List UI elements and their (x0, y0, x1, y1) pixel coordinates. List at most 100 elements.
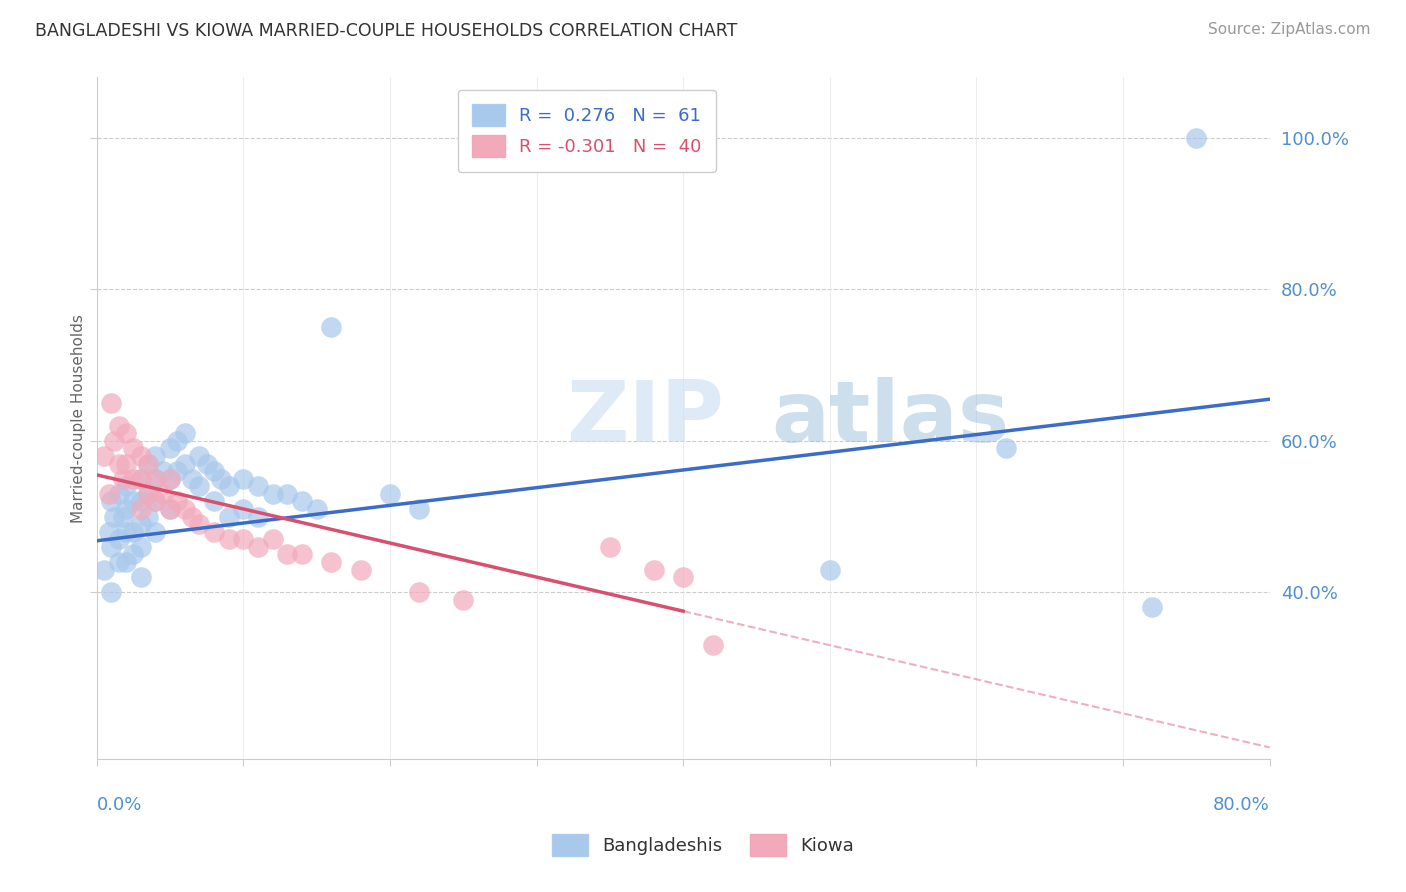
Point (166, 434, 188, 448)
Point (181, 509, 204, 524)
Point (321, 320, 343, 334)
Point (136, 487, 159, 501)
Point (100, 540, 122, 554)
Point (202, 524, 225, 539)
Point (173, 426, 195, 441)
Point (218, 533, 240, 547)
Legend: Bangladeshis, Kiowa: Bangladeshis, Kiowa (544, 827, 862, 863)
Point (408, 585, 430, 599)
Point (122, 442, 145, 456)
Point (599, 540, 621, 554)
Point (159, 472, 181, 486)
Point (672, 570, 695, 584)
Point (202, 494, 225, 508)
Point (152, 487, 174, 501)
Point (209, 472, 232, 486)
Point (93, 449, 115, 463)
Point (276, 548, 298, 562)
Point (218, 509, 240, 524)
Point (103, 434, 125, 448)
Y-axis label: Married-couple Households: Married-couple Households (72, 314, 86, 523)
Point (145, 524, 167, 539)
Point (115, 457, 138, 471)
Point (702, 638, 724, 652)
Text: ZIP: ZIP (567, 376, 724, 459)
Point (408, 502, 430, 516)
Point (122, 472, 145, 486)
Point (93, 562, 115, 576)
Point (107, 487, 129, 501)
Point (112, 509, 135, 524)
Point (107, 418, 129, 433)
Point (195, 457, 218, 471)
Point (129, 540, 152, 554)
Point (453, 592, 475, 607)
Point (188, 449, 211, 463)
Point (818, 562, 841, 576)
Point (115, 555, 138, 569)
Point (202, 464, 225, 478)
Point (100, 494, 122, 508)
Point (643, 562, 665, 576)
Point (97, 524, 120, 539)
Point (136, 457, 159, 471)
Point (247, 540, 270, 554)
Point (107, 533, 129, 547)
Point (994, 442, 1017, 456)
Point (305, 502, 328, 516)
Point (145, 494, 167, 508)
Point (129, 502, 152, 516)
Point (173, 502, 195, 516)
Point (122, 494, 145, 508)
Point (97, 487, 120, 501)
Point (291, 494, 314, 508)
Point (115, 524, 138, 539)
Point (115, 502, 138, 516)
Point (145, 472, 167, 486)
Point (232, 502, 254, 516)
Point (291, 548, 314, 562)
Point (173, 457, 195, 471)
Point (152, 464, 174, 478)
Point (378, 487, 401, 501)
Point (262, 487, 284, 501)
Point (188, 517, 211, 532)
Point (129, 494, 152, 508)
Text: 0.0%: 0.0% (97, 797, 142, 814)
Point (218, 479, 240, 493)
Point (166, 494, 188, 508)
Point (136, 509, 159, 524)
Text: Source: ZipAtlas.com: Source: ZipAtlas.com (1208, 22, 1371, 37)
Point (321, 555, 343, 569)
Text: BANGLADESHI VS KIOWA MARRIED-COUPLE HOUSEHOLDS CORRELATION CHART: BANGLADESHI VS KIOWA MARRIED-COUPLE HOUS… (35, 22, 738, 40)
Point (115, 479, 138, 493)
Point (145, 449, 167, 463)
Point (136, 487, 159, 501)
Point (159, 502, 181, 516)
Point (129, 472, 152, 486)
Point (107, 457, 129, 471)
Point (262, 533, 284, 547)
Point (159, 472, 181, 486)
Point (145, 472, 167, 486)
Point (122, 524, 145, 539)
Point (247, 479, 270, 493)
Point (232, 533, 254, 547)
Point (159, 442, 181, 456)
Point (350, 562, 373, 576)
Point (1185, 131, 1208, 145)
Point (100, 585, 122, 599)
Point (166, 464, 188, 478)
Text: 80.0%: 80.0% (1213, 797, 1270, 814)
Point (145, 494, 167, 508)
Point (1142, 600, 1164, 615)
Point (129, 517, 152, 532)
Point (129, 449, 152, 463)
Point (103, 509, 125, 524)
Point (276, 487, 298, 501)
Point (232, 472, 254, 486)
Point (181, 472, 204, 486)
Point (129, 570, 152, 584)
Legend: R =  0.276   N =  61, R = -0.301   N =  40: R = 0.276 N = 61, R = -0.301 N = 40 (458, 90, 716, 172)
Point (136, 457, 159, 471)
